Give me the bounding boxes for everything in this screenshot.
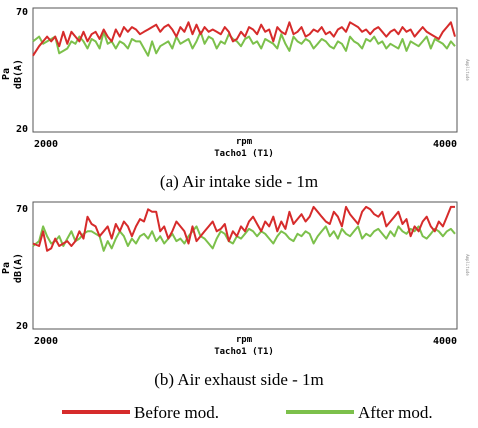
y-tick-b-top: 70 (16, 204, 28, 215)
lines-a (32, 21, 456, 57)
plot-area-a (32, 7, 458, 133)
legend-label-before: Before mod. (134, 403, 219, 422)
y-tick-b-bottom: 20 (16, 321, 28, 332)
y-label-a-bottom: dB(A) (13, 59, 24, 89)
right-axis-label-a: Amplitude (465, 59, 470, 81)
x-tick-b-right: 4000 (433, 336, 457, 347)
y-tick-a-bottom: 20 (16, 124, 28, 135)
lines-b (32, 205, 456, 252)
x-label-b-top: rpm (236, 335, 253, 345)
plot-area-b (32, 201, 458, 330)
x-label-b-bottom: Tacho1 (T1) (214, 347, 274, 357)
x-tick-a-right: 4000 (433, 139, 457, 150)
y-label-a-top: Pa (1, 68, 12, 80)
x-label-a-bottom: Tacho1 (T1) (214, 149, 274, 159)
caption-b: (b) Air exhaust side - 1m (154, 370, 324, 389)
legend-label-after: After mod. (358, 403, 433, 422)
y-label-b-bottom: dB(A) (13, 253, 24, 283)
chart-panel-a: 70 20 Pa dB(A) 2000 4000 rpm Tacho1 (T1)… (1, 7, 470, 191)
x-tick-b-left: 2000 (34, 336, 58, 347)
y-tick-a-top: 70 (16, 7, 28, 18)
x-label-a-top: rpm (236, 137, 253, 147)
caption-a: (a) Air intake side - 1m (160, 172, 318, 191)
series-line-a-before (32, 21, 456, 57)
series-line-b-after (32, 225, 456, 252)
right-axis-label-b: Amplitude (465, 254, 470, 276)
series-line-a-after (32, 30, 456, 57)
x-tick-a-left: 2000 (34, 139, 58, 150)
legend: Before mod. After mod. (62, 403, 433, 422)
y-label-b-top: Pa (1, 262, 12, 274)
chart-panel-b: 70 20 Pa dB(A) 2000 4000 rpm Tacho1 (T1)… (1, 201, 470, 389)
series-line-b-before (32, 205, 455, 252)
